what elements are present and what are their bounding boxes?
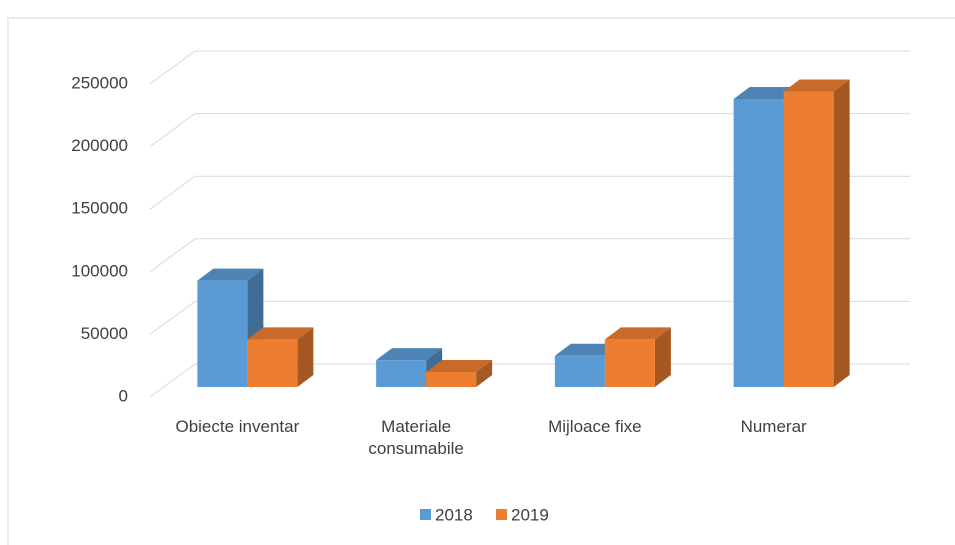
legend-label: 2019	[511, 505, 549, 524]
bar	[426, 359, 493, 387]
bar	[197, 268, 264, 387]
grid-line	[149, 175, 910, 210]
y-tick-label: 0	[119, 386, 128, 405]
bar-top	[376, 348, 443, 361]
x-tick-label: Materiale consumabile	[368, 417, 464, 458]
legend-swatch	[496, 509, 507, 520]
bar-front	[197, 280, 248, 387]
y-tick-label: 150000	[71, 199, 128, 218]
bar-front	[554, 355, 605, 387]
grid-line	[149, 238, 910, 273]
x-tick-label: Mijloace fixe	[548, 417, 642, 436]
bar-side	[654, 327, 671, 387]
bar-side	[297, 327, 314, 387]
y-tick-label: 100000	[71, 261, 128, 280]
bar-top	[247, 327, 314, 340]
y-tick-label: 50000	[81, 324, 128, 343]
bar-front	[376, 360, 427, 387]
y-tick-label: 250000	[71, 73, 128, 92]
bar-top	[783, 79, 850, 92]
bar-top	[604, 327, 671, 340]
bar-side	[833, 79, 850, 387]
bar-front	[604, 339, 655, 387]
bar-side	[476, 359, 493, 387]
x-tick-label: Obiecte inventar	[175, 417, 300, 436]
chart-border	[7, 17, 955, 545]
bar	[783, 79, 850, 387]
bar-top	[733, 87, 800, 100]
grid-line	[149, 50, 910, 85]
bar-top	[197, 268, 264, 281]
bar-top	[554, 343, 621, 356]
bar	[247, 327, 314, 387]
bar	[604, 327, 671, 387]
grid-line	[149, 300, 910, 335]
bar-front	[426, 371, 477, 387]
bar-front	[247, 339, 298, 387]
bar-front	[783, 91, 834, 387]
x-tick-label: Numerar	[740, 417, 807, 436]
y-tick-label: 200000	[71, 136, 128, 155]
legend-label: 2018	[435, 505, 473, 524]
bar-front	[733, 99, 784, 387]
grid-line	[149, 113, 910, 148]
grid-line	[149, 363, 910, 398]
legend-swatch	[420, 509, 431, 520]
bar-top	[426, 359, 493, 372]
